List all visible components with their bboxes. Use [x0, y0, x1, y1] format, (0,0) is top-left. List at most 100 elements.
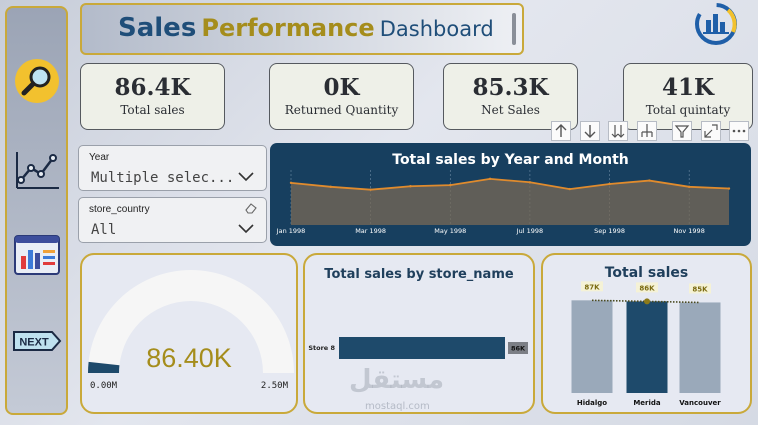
kpi-total-quantity: 41K Total quintaty — [623, 63, 753, 130]
dashboard-report-icon — [13, 235, 60, 275]
page-title: Sales Performance Dashboard — [118, 13, 494, 43]
kpi-label: Total sales — [120, 103, 185, 117]
watermark-url: mostaql.com — [365, 401, 430, 412]
kpi-value: 0K — [323, 74, 360, 101]
double-arrow-down-icon — [611, 125, 625, 138]
title-part-performance: Performance — [201, 14, 375, 42]
kpi-label: Total quintaty — [645, 103, 731, 117]
data-point[interactable] — [608, 182, 611, 186]
search-icon — [14, 59, 59, 103]
city-category-label: Merida — [633, 399, 661, 407]
more-options-button[interactable] — [729, 121, 749, 141]
drill-up-button[interactable] — [551, 121, 571, 141]
title-scrollbar[interactable] — [512, 13, 516, 45]
store-country-slicer[interactable]: store_country All — [78, 197, 267, 243]
factory-analytics-icon — [695, 3, 737, 45]
fork-down-icon — [641, 124, 653, 137]
arrow-down-icon — [584, 125, 596, 138]
gauge-max-label: 2.50M — [260, 381, 288, 391]
x-tick-label: Sep 1998 — [594, 227, 625, 235]
search-nav-button[interactable] — [14, 58, 60, 108]
eraser-icon[interactable] — [244, 202, 258, 214]
filter-icon — [674, 125, 690, 138]
x-tick-label: Nov 1998 — [674, 227, 705, 235]
city-bar[interactable] — [571, 300, 613, 393]
city-data-label: 85K — [692, 285, 708, 293]
data-point[interactable] — [289, 181, 293, 185]
header-title-bar: Sales Performance Dashboard — [80, 3, 524, 55]
city-data-label-bg — [636, 282, 658, 293]
x-tick-label: May 1998 — [434, 227, 466, 235]
company-logo — [688, 2, 744, 50]
data-point[interactable] — [488, 177, 492, 181]
gauge-value: 86.40K — [146, 343, 232, 373]
kpi-value: 86.4K — [114, 74, 191, 101]
chevron-down-icon[interactable] — [238, 224, 254, 234]
sales-by-store-title: Total sales by store_name — [324, 267, 514, 282]
gauge-track — [88, 270, 294, 373]
city-category-label: Hidalgo — [577, 399, 607, 407]
filter-button[interactable] — [672, 121, 692, 141]
data-point[interactable] — [409, 185, 412, 188]
expand-icon — [704, 124, 718, 138]
arrow-up-icon — [555, 124, 567, 137]
expand-hierarchy-button[interactable] — [637, 121, 657, 141]
title-part-sales: Sales — [118, 13, 197, 43]
city-data-label-bg — [689, 283, 711, 294]
store-bar[interactable] — [339, 337, 505, 359]
city-bar[interactable] — [679, 302, 721, 393]
store-country-slicer-value[interactable]: All — [91, 222, 117, 238]
title-part-dashboard: Dashboard — [379, 17, 494, 41]
x-tick-label: Jul 1998 — [516, 227, 543, 235]
year-slicer-value[interactable]: Multiple selec... — [91, 170, 235, 186]
sales-by-store-chart[interactable]: Total sales by store_name Store 8 86K مست… — [303, 253, 535, 414]
kpi-net-sales: 85.3K Net Sales — [443, 63, 578, 130]
year-slicer[interactable]: Year Multiple selec... — [78, 145, 267, 191]
total-sales-by-city-plot: Hidalgo Merida Vancouver 87K 86K 85K — [571, 281, 721, 407]
drill-down-button[interactable] — [580, 121, 600, 141]
data-point[interactable] — [369, 188, 372, 191]
data-point[interactable] — [329, 185, 333, 189]
data-point[interactable] — [727, 187, 731, 190]
watermark-logo: مستقل — [349, 365, 445, 395]
sales-by-month-plot: Jan 1998 Mar 1998 May 1998 Jul 1998 Sep 1998… — [276, 170, 731, 235]
sales-by-month-chart[interactable]: Jan 1998 Mar 1998 May 1998 Jul 1998 Sep 1998… — [270, 143, 751, 246]
store-category-label: Store 8 — [308, 344, 335, 352]
kpi-returned-quantity: 0K Returned Quantity — [269, 63, 414, 130]
sidebar: NEXT — [5, 6, 68, 415]
gauge-min-label: 0.00M — [90, 381, 118, 391]
data-point[interactable] — [568, 187, 571, 191]
dashboard-nav-button[interactable] — [13, 234, 61, 280]
city-data-label: 86K — [639, 284, 655, 292]
analytics-nav-button[interactable] — [13, 150, 61, 196]
next-page-button[interactable]: NEXT — [12, 330, 62, 356]
gauge-arc — [88, 270, 294, 373]
store-data-label-bg — [508, 342, 528, 354]
line-chart-icon — [15, 152, 59, 189]
data-point[interactable] — [528, 181, 532, 184]
city-bar[interactable] — [626, 301, 668, 393]
more-icon — [732, 129, 746, 133]
year-slicer-label: Year — [89, 152, 110, 163]
next-level-button[interactable] — [608, 121, 628, 141]
store-country-slicer-label: store_country — [89, 204, 150, 215]
total-sales-gauge[interactable]: 86.40K 0.00M 2.50M — [80, 253, 298, 414]
sales-by-month-title: Total sales by Year and Month — [392, 152, 629, 168]
data-point[interactable] — [648, 179, 651, 182]
total-sales-by-city-chart[interactable]: Total sales Hidalgo Merida Vancouver 87K 86K… — [541, 253, 752, 414]
data-point[interactable] — [449, 183, 452, 187]
x-tick-label: Jan 1998 — [276, 227, 306, 235]
city-category-label: Vancouver — [679, 399, 721, 407]
kpi-value: 85.3K — [472, 74, 549, 101]
kpi-label: Returned Quantity — [284, 103, 399, 117]
sales-by-store-plot: Store 8 86K — [308, 337, 528, 359]
city-data-label: 87K — [584, 283, 600, 291]
focus-mode-button[interactable] — [701, 121, 721, 141]
total-sales-by-city-title: Total sales — [604, 265, 689, 281]
trend-marker — [644, 298, 650, 305]
sales-area — [291, 178, 729, 225]
data-point[interactable] — [687, 185, 691, 189]
kpi-label: Net Sales — [481, 103, 540, 117]
chevron-down-icon[interactable] — [238, 172, 254, 182]
gauge-fill — [88, 361, 120, 373]
